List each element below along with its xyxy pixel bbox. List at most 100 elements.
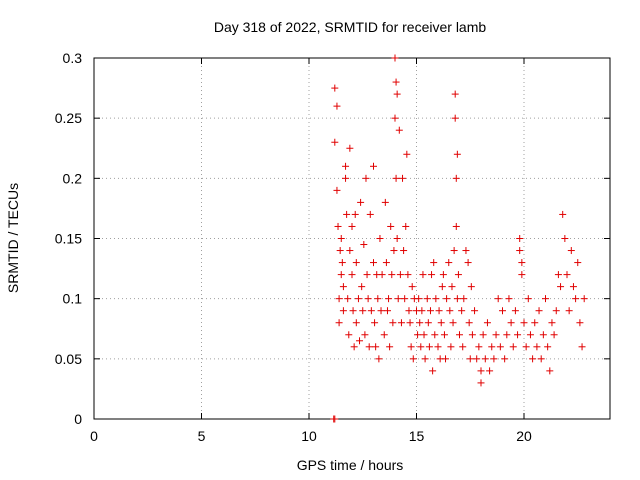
data-point (372, 343, 380, 351)
data-point (425, 343, 433, 351)
data-point (546, 367, 554, 375)
data-point (554, 271, 562, 279)
data-point (378, 271, 386, 279)
x-axis-label: GPS time / hours (297, 457, 404, 473)
data-point (479, 331, 487, 339)
y-tick-label: 0.1 (63, 291, 83, 307)
data-point (419, 271, 427, 279)
data-point (335, 319, 343, 327)
y-tick-label: 0.15 (55, 231, 82, 247)
data-point (430, 259, 438, 267)
data-point (339, 307, 347, 315)
data-point (574, 259, 582, 267)
data-point (481, 355, 489, 363)
data-point (405, 307, 413, 315)
data-point (370, 259, 377, 267)
data-point (557, 283, 565, 291)
data-point (569, 283, 577, 291)
data-point (345, 331, 353, 339)
data-point (348, 222, 356, 230)
y-tick-labels: 0 0.05 0.1 0.15 0.2 0.25 0.3 (55, 50, 82, 427)
data-point (465, 319, 473, 327)
data-point (454, 271, 462, 279)
data-point (507, 319, 515, 327)
data-point (434, 343, 442, 351)
data-point (509, 343, 517, 351)
data-point (331, 138, 339, 146)
data-point (394, 295, 402, 303)
data-point (453, 295, 461, 303)
data-point (537, 355, 545, 363)
data-point (337, 235, 345, 242)
data-point (450, 247, 458, 255)
data-point (464, 259, 472, 267)
data-point (386, 343, 394, 351)
data-point (445, 259, 453, 267)
data-point (374, 295, 382, 303)
data-point (367, 307, 375, 315)
data-point (477, 367, 485, 375)
data-point (418, 307, 426, 315)
data-point (391, 54, 399, 62)
data-point (542, 295, 549, 303)
data-point (576, 319, 584, 327)
data-point (572, 295, 580, 303)
data-point (402, 222, 410, 230)
data-point (333, 186, 341, 194)
data-point (516, 235, 524, 242)
data-point (408, 283, 416, 291)
data-point (409, 355, 417, 363)
data-point (333, 102, 341, 110)
data-point (350, 343, 358, 351)
data-point (342, 174, 350, 182)
x-tick-label: 15 (409, 428, 425, 444)
data-point (426, 307, 434, 315)
data-point (387, 222, 395, 230)
data-point (377, 307, 385, 315)
data-point (503, 331, 511, 339)
data-point (442, 355, 450, 363)
y-tick-label: 0.25 (55, 110, 82, 126)
data-point (375, 355, 383, 363)
data-point (344, 295, 352, 303)
data-point (475, 343, 483, 351)
data-point (456, 331, 463, 339)
data-point (466, 355, 474, 363)
data-point (359, 307, 367, 315)
data-point (349, 307, 357, 315)
data-point (511, 307, 519, 315)
data-point (452, 174, 460, 182)
data-point (424, 319, 432, 327)
data-point (366, 210, 374, 218)
data-point (360, 241, 368, 249)
data-point (490, 355, 498, 363)
data-point (467, 283, 475, 291)
y-axis-label: SRMTID / TECUs (5, 183, 21, 293)
data-point (331, 415, 339, 423)
data-point (452, 222, 460, 230)
data-point (539, 331, 547, 339)
x-tick-label: 5 (198, 428, 206, 444)
data-point (406, 319, 414, 327)
data-point (423, 295, 431, 303)
data-point (516, 247, 524, 255)
data-point (446, 307, 454, 315)
data-point (348, 271, 356, 279)
data-point (477, 379, 485, 387)
data-point (399, 174, 407, 182)
data-point (396, 271, 404, 279)
data-point (334, 222, 342, 230)
x-tick-label: 20 (516, 428, 532, 444)
data-point (529, 355, 537, 363)
data-point (471, 307, 479, 315)
data-point (439, 271, 447, 279)
data-point (389, 319, 397, 327)
data-point (342, 162, 350, 170)
data-point (492, 331, 500, 339)
data-point (544, 343, 552, 351)
data-point (343, 210, 351, 218)
data-point (388, 271, 396, 279)
data-point (382, 259, 390, 267)
data-point (458, 307, 466, 315)
